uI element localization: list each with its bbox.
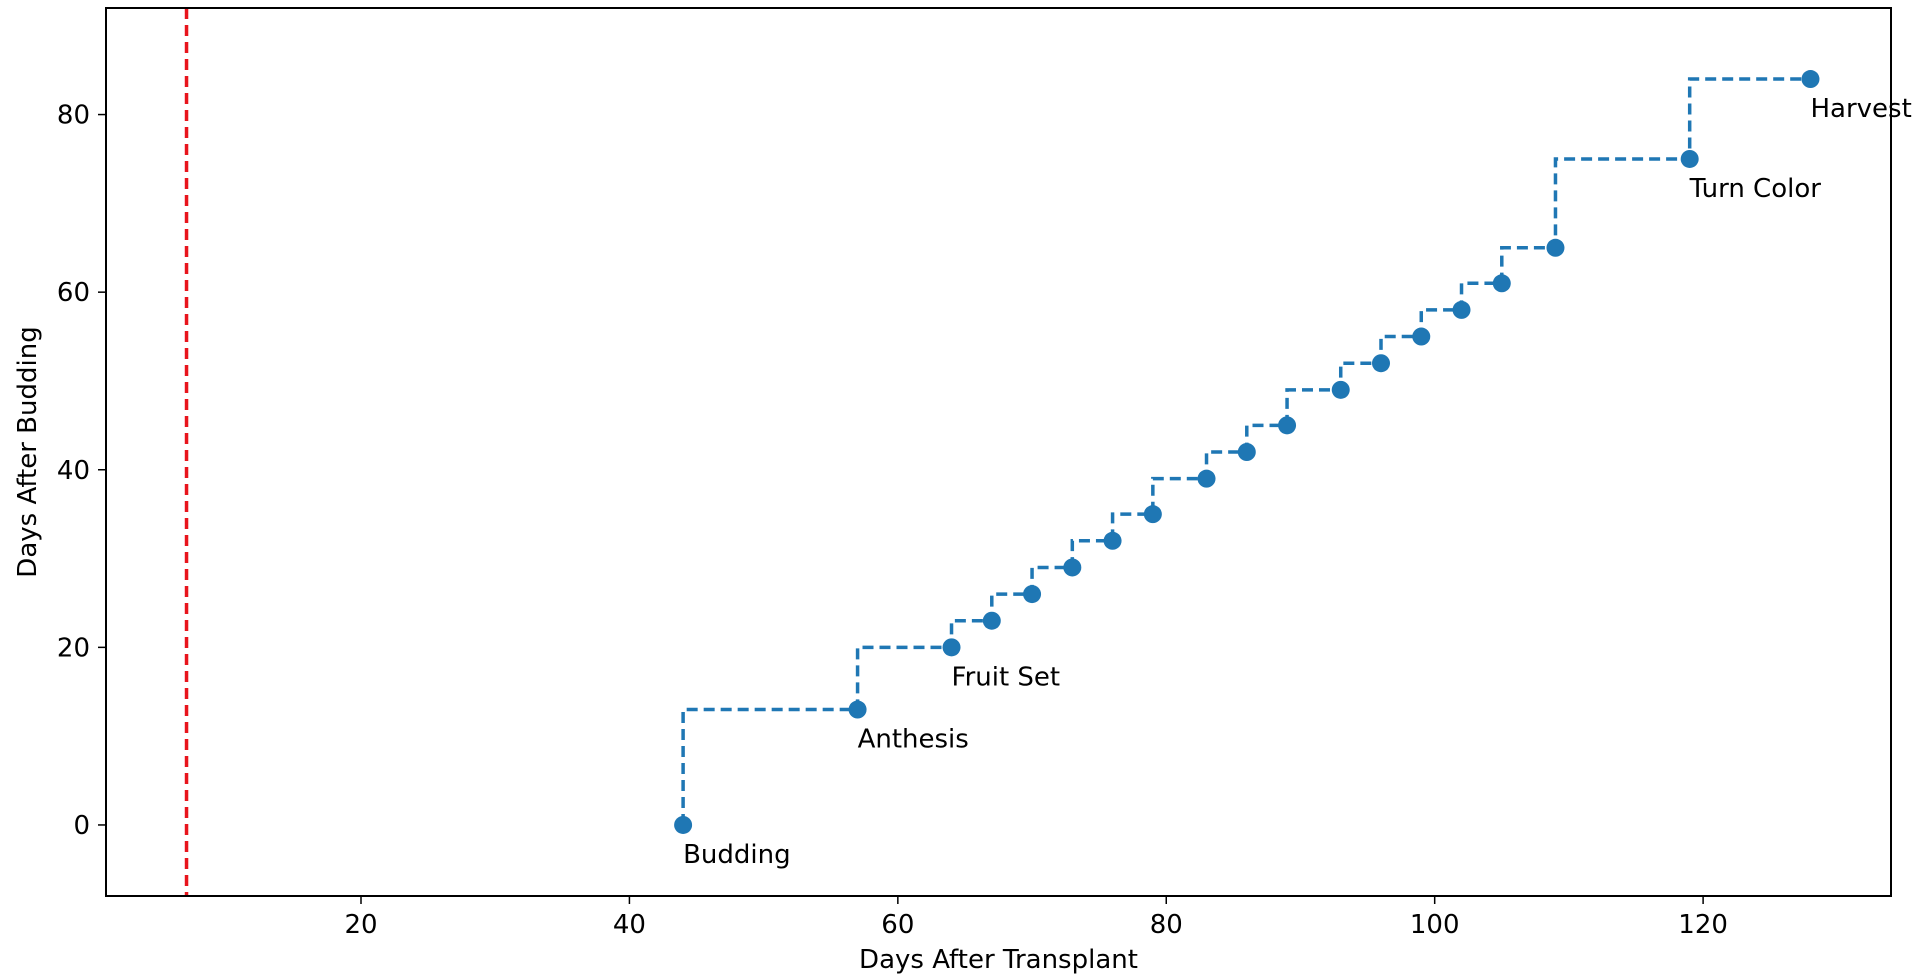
- point-label: Anthesis: [858, 725, 969, 755]
- x-tick-label: 20: [344, 910, 377, 940]
- data-point: [1237, 443, 1256, 461]
- data-point: [942, 638, 961, 657]
- x-tick-label: 120: [1678, 910, 1728, 940]
- y-tick-label: 20: [57, 633, 90, 663]
- point-label: Fruit Set: [952, 662, 1061, 692]
- data-point: [674, 815, 693, 834]
- plot-frame: [105, 7, 1892, 897]
- x-tick-label: 80: [1150, 910, 1183, 940]
- point-label: Harvest: [1810, 94, 1911, 124]
- data-point: [1197, 469, 1216, 488]
- data-point: [1492, 274, 1511, 293]
- x-tick-label: 60: [881, 910, 914, 940]
- data-point: [1680, 149, 1699, 168]
- x-tick-label: 100: [1410, 910, 1460, 940]
- y-axis-label: Days After Budding: [13, 326, 43, 577]
- data-point: [1063, 558, 1082, 577]
- data-point: [1452, 300, 1471, 319]
- point-label: Budding: [683, 840, 791, 870]
- y-tick-label: 80: [57, 101, 90, 131]
- x-axis-label: Days After Transplant: [859, 945, 1138, 975]
- data-point: [1143, 505, 1162, 524]
- data-point: [982, 611, 1001, 630]
- point-label: Turn Color: [1689, 174, 1822, 204]
- data-point: [1372, 354, 1390, 373]
- data-point: [848, 700, 867, 719]
- data-point: [1412, 327, 1431, 346]
- y-tick-label: 0: [73, 811, 90, 841]
- x-tick-label: 40: [613, 910, 646, 940]
- data-point: [1801, 70, 1820, 89]
- y-tick-label: 40: [57, 456, 90, 486]
- data-point: [1331, 380, 1350, 399]
- data-point: [1103, 531, 1122, 550]
- data-point: [1546, 238, 1565, 257]
- data-point: [1278, 416, 1297, 435]
- y-tick-label: 60: [57, 278, 90, 308]
- data-point: [1023, 585, 1042, 604]
